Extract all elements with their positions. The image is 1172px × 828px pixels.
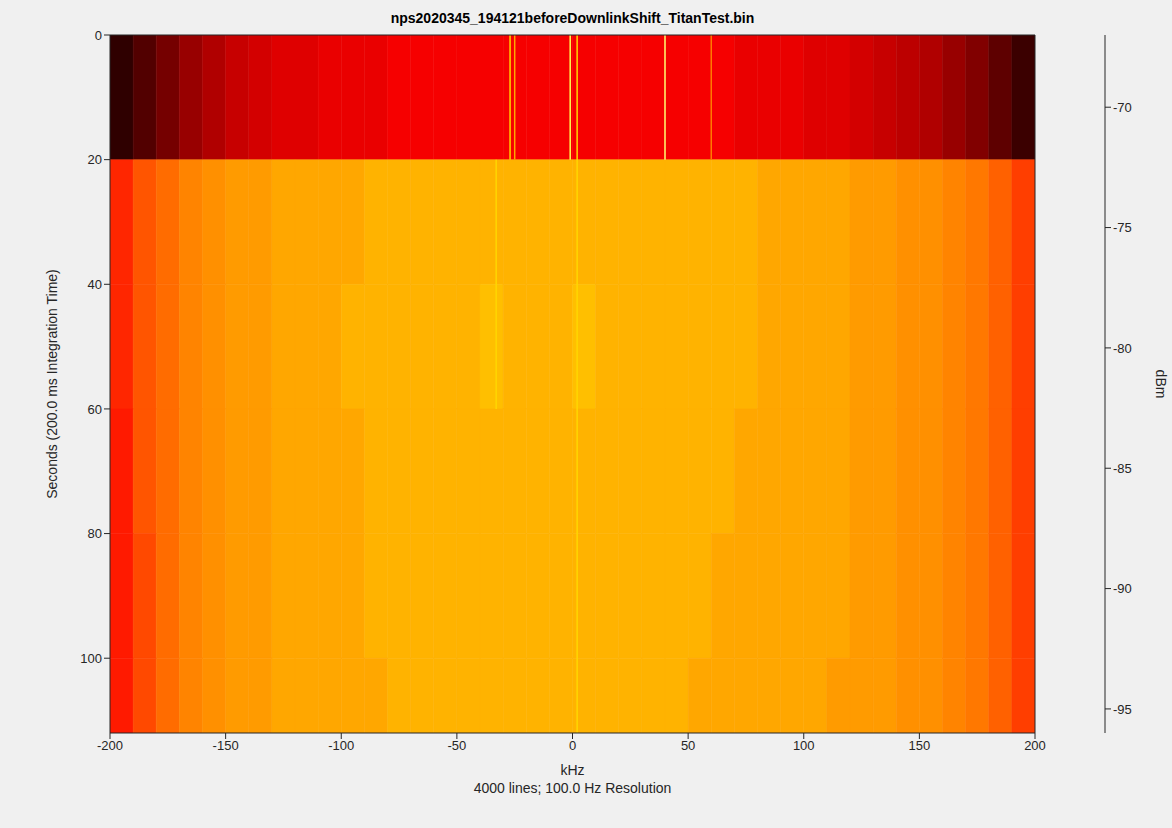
svg-text:100: 100 [80, 651, 102, 666]
svg-text:20: 20 [88, 152, 102, 167]
svg-text:40: 40 [88, 277, 102, 292]
svg-text:-100: -100 [328, 738, 354, 753]
svg-text:-85: -85 [1113, 461, 1132, 476]
svg-text:150: 150 [909, 738, 931, 753]
svg-text:dBm: dBm [1153, 370, 1169, 399]
svg-text:-200: -200 [97, 738, 123, 753]
svg-text:0: 0 [569, 738, 576, 753]
svg-text:-75: -75 [1113, 220, 1132, 235]
svg-text:-50: -50 [447, 738, 466, 753]
html-text:nps2020345_194121beforeDownlin: nps2020345_194121beforeDownlinkShift_Tit… [390, 10, 755, 26]
svg-text:Seconds (200.0 ms Integration: Seconds (200.0 ms Integration Time) [44, 269, 60, 499]
svg-text:50: 50 [681, 738, 695, 753]
svg-text:80: 80 [88, 526, 102, 541]
svg-text:-80: -80 [1113, 341, 1132, 356]
svg-text:-70: -70 [1113, 100, 1132, 115]
svg-text:60: 60 [88, 402, 102, 417]
svg-text:-95: -95 [1113, 702, 1132, 717]
svg-text:0: 0 [95, 28, 102, 43]
svg-text:200: 200 [1024, 738, 1046, 753]
html-text:4000 lines; 100.0 Hz Resolutio: 4000 lines; 100.0 Hz Resolution [473, 780, 672, 796]
svg-text:kHz: kHz [560, 762, 584, 778]
svg-text:-150: -150 [213, 738, 239, 753]
svg-text:-90: -90 [1113, 581, 1132, 596]
svg-text:100: 100 [793, 738, 815, 753]
